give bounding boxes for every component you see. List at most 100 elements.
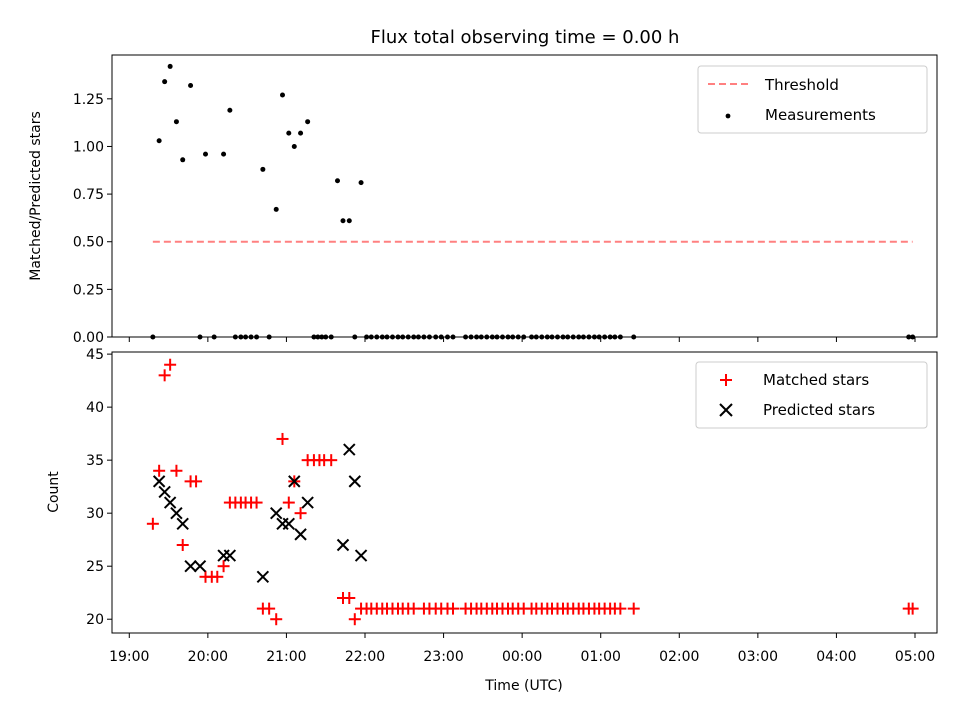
predicted-star-point	[256, 570, 270, 584]
top-legend-frame	[697, 65, 928, 134]
bottom-x-axis-label: Time (UTC)	[484, 678, 562, 694]
bottom-y-tick-label: 45	[86, 347, 104, 363]
top-x-ticks	[128, 337, 916, 342]
bottom-x-tick-label: 01:00	[581, 649, 621, 665]
matched-star-point	[627, 602, 640, 615]
matched-star-point	[282, 496, 295, 509]
measurement-point	[340, 218, 346, 224]
top-y-tick-label: 0.75	[73, 187, 104, 203]
measurement-point	[273, 206, 279, 212]
top-y-tick-label: 1.25	[73, 92, 104, 108]
predicted-star-point	[170, 506, 183, 520]
bottom-y-tick-label: 25	[86, 559, 104, 575]
matched-star-point	[270, 613, 283, 626]
top-panel: 0.00 0.25 0.50 0.75 1.00 1.25 Matched/Predict…	[28, 54, 938, 346]
bottom-y-tick-label: 35	[86, 453, 104, 469]
legend-predicted-label: Predicted stars	[763, 401, 875, 419]
measurement-point	[291, 143, 297, 149]
bottom-x-tick-label: 00:00	[502, 649, 542, 665]
measurement-point	[156, 138, 162, 144]
measurement-point	[227, 107, 233, 113]
matched-star-point	[164, 358, 177, 371]
predicted-star-point	[270, 506, 283, 520]
bottom-legend: Matched stars Predicted stars	[695, 361, 928, 429]
measurement-point	[280, 92, 285, 98]
measurement-point	[260, 166, 266, 172]
matched-star-point	[906, 602, 919, 615]
measurement-point	[180, 157, 186, 163]
top-axes-frame	[111, 54, 938, 338]
matched-star-point	[153, 464, 166, 477]
bottom-x-tick-label: 23:00	[423, 649, 463, 665]
legend-measurements-label: Measurements	[765, 106, 876, 124]
predicted-star-point	[354, 549, 368, 562]
bottom-y-tick-label: 30	[86, 506, 104, 522]
matched-star-point	[250, 496, 263, 509]
measurement-point	[305, 119, 311, 125]
legend-measurements-swatch	[725, 113, 731, 119]
measurement-point	[358, 180, 364, 186]
bottom-x-tick-label: 03:00	[738, 649, 778, 665]
measurement-point	[167, 63, 173, 69]
measurement-point	[298, 130, 304, 136]
bottom-axes-frame	[111, 351, 938, 634]
top-y-tick-label: 0.50	[73, 235, 104, 251]
bottom-x-tick-label: 20:00	[188, 649, 228, 665]
matched-star-point	[447, 602, 459, 615]
bottom-plot-marks	[146, 358, 919, 626]
top-y-tick-label: 0.25	[73, 282, 104, 298]
predicted-star-point	[193, 559, 207, 573]
matched-star-point	[276, 432, 289, 445]
bottom-x-tick-label: 02:00	[659, 649, 699, 665]
predicted-star-point	[301, 496, 314, 509]
matched-star-point	[343, 592, 356, 605]
matched-star-point	[325, 454, 338, 467]
measurement-point	[335, 178, 340, 184]
matched-star-point	[217, 560, 230, 573]
predicted-star-point	[152, 475, 166, 488]
top-y-ticks: 0.00 0.25 0.50 0.75 1.00 1.25	[73, 92, 112, 346]
legend-predicted-swatch	[719, 403, 733, 417]
top-y-tick-label: 0.00	[73, 330, 104, 346]
predicted-star-point	[343, 443, 356, 456]
matched-star-point	[263, 602, 276, 615]
predicted-star-point	[184, 559, 197, 573]
bottom-x-ticks: 19:00 20:00 21:00 22:00 23:00 00:00 01:00 02:00…	[109, 633, 935, 665]
predicted-star-point	[223, 549, 237, 562]
legend-matched-swatch	[720, 374, 732, 386]
predicted-star-point	[288, 475, 301, 488]
legend-threshold-label: Threshold	[764, 76, 839, 94]
matched-star-point	[190, 475, 203, 488]
predicted-star-point	[163, 496, 177, 509]
predicted-star-point	[176, 517, 189, 530]
legend-matched-label: Matched stars	[763, 371, 869, 389]
predicted-star-point	[336, 538, 350, 552]
matched-star-point	[614, 602, 627, 615]
bottom-y-tick-label: 20	[86, 612, 104, 628]
matched-star-point	[407, 602, 420, 615]
bottom-x-tick-label: 04:00	[816, 649, 856, 665]
measurement-point	[346, 218, 352, 224]
matched-star-point	[158, 369, 171, 382]
matched-star-point	[170, 464, 183, 477]
bottom-x-tick-label: 21:00	[266, 649, 306, 665]
predicted-star-point	[348, 475, 361, 488]
measurement-point	[203, 151, 208, 157]
top-y-tick-label: 1.00	[73, 139, 104, 155]
measurement-point	[221, 151, 227, 157]
predicted-star-point	[282, 517, 295, 530]
bottom-y-ticks: 20 25 30 35 40 45	[86, 347, 112, 628]
bottom-x-tick-label: 19:00	[109, 649, 149, 665]
top-legend: Threshold Measurements	[697, 65, 928, 134]
matched-star-point	[294, 507, 307, 520]
measurement-point	[162, 79, 168, 85]
measurement-point	[173, 119, 179, 125]
bottom-y-tick-label: 40	[86, 400, 104, 416]
bottom-panel: 20 25 30 35 40 45 19:00 20:00 21:00 22:00 23:00 00…	[46, 347, 938, 694]
matched-star-point	[211, 570, 224, 583]
chart-title: Flux total observing time = 0.00 h	[371, 27, 680, 48]
matched-star-point	[348, 613, 361, 626]
top-y-axis-label: Matched/Predicted stars	[28, 111, 44, 281]
bottom-x-tick-label: 22:00	[345, 649, 385, 665]
